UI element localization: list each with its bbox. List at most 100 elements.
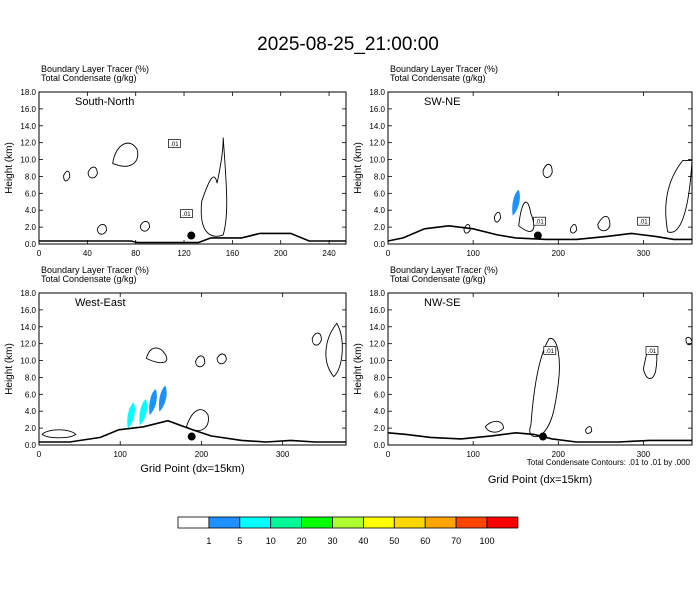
contour-label-box [637, 216, 650, 226]
contour-label-box [543, 346, 557, 355]
y-tick-label: 2.0 [25, 223, 37, 232]
condensate-contour [112, 142, 139, 167]
y-tick-label: 0.0 [374, 240, 386, 249]
center-point-marker [533, 231, 542, 240]
condensate-contour [63, 170, 71, 182]
contour-label-box [168, 139, 181, 148]
y-tick-label: 8.0 [25, 373, 37, 382]
center-point-marker [538, 432, 547, 441]
y-tick-label: 14.0 [20, 323, 36, 332]
y-tick-label: 16.0 [369, 105, 385, 114]
x-axis-label: Grid Point (dx=15km) [140, 463, 244, 475]
x-tick-label: 0 [386, 450, 391, 459]
condensate-contour [493, 211, 501, 223]
terrain-line [39, 232, 346, 244]
panel-header-line2: Total Condensate (g/kg) [390, 73, 486, 83]
y-tick-label: 10.0 [20, 357, 36, 366]
contour-label-box [645, 346, 659, 355]
plot-frame [38, 91, 347, 245]
condensate-contour [529, 338, 560, 438]
panel-header-line2: Total Condensate (g/kg) [390, 274, 486, 284]
y-tick-label: 2.0 [25, 424, 37, 433]
y-axis-label: Height (km) [4, 142, 15, 194]
colorbar-swatch [177, 516, 210, 529]
x-tick-label: 80 [131, 249, 140, 258]
x-tick-label: 200 [552, 450, 566, 459]
colorbar-swatch [393, 516, 426, 529]
condensate-contour [216, 353, 227, 365]
contour-label-box [180, 209, 193, 218]
y-tick-label: 16.0 [20, 306, 36, 315]
condensate-contour [597, 216, 611, 232]
y-tick-label: 8.0 [374, 172, 386, 181]
y-tick-label: 12.0 [20, 139, 36, 148]
x-tick-label: 160 [226, 249, 240, 258]
figure-title: 2025-08-25_21:00:00 [257, 34, 439, 55]
section-label: NW-SE [424, 297, 460, 309]
x-tick-label: 200 [274, 249, 288, 258]
colorbar-swatch [208, 516, 241, 529]
y-tick-label: 18.0 [369, 88, 385, 97]
y-tick-label: 2.0 [374, 424, 386, 433]
colorbar-label: 1 [206, 536, 211, 546]
x-tick-label: 0 [37, 249, 42, 258]
colorbar-label: 30 [327, 536, 337, 546]
colorbar-swatch [362, 516, 395, 529]
y-tick-label: 0.0 [374, 441, 386, 450]
y-tick-label: 18.0 [20, 289, 36, 298]
contour-label: .01 [170, 142, 179, 148]
condensate-contour [145, 347, 168, 364]
section-label: South-North [75, 96, 134, 108]
colorbar: 1 5 10 20 30 40 50 60 70 100 [177, 516, 519, 546]
x-tick-label: 100 [466, 450, 480, 459]
condensate-contour [195, 355, 206, 368]
plot-frame [38, 292, 347, 446]
x-tick-label: 300 [276, 450, 290, 459]
y-tick-label: 6.0 [374, 189, 386, 198]
terrain-line [387, 224, 692, 242]
x-tick-label: 100 [466, 249, 480, 258]
y-tick-label: 18.0 [369, 289, 385, 298]
colorbar-label: 40 [358, 536, 368, 546]
y-tick-label: 0.0 [25, 240, 37, 249]
condensate-contour [96, 223, 107, 235]
y-tick-label: 12.0 [20, 340, 36, 349]
y-tick-label: 4.0 [374, 206, 386, 215]
condensate-contour [139, 220, 150, 232]
tracer-patch [512, 189, 520, 216]
condensate-contour [325, 322, 343, 378]
x-tick-label: 240 [322, 249, 336, 258]
colorbar-swatch [486, 516, 519, 529]
x-tick-label: 0 [386, 249, 391, 258]
y-tick-label: 6.0 [374, 390, 386, 399]
section-label: West-East [75, 297, 126, 309]
panel-1: Boundary Layer Tracer (%)Total Condensat… [4, 64, 347, 258]
y-axis-label: Height (km) [353, 142, 364, 194]
panel-header-line2: Total Condensate (g/kg) [41, 73, 137, 83]
colorbar-label: 10 [266, 536, 276, 546]
condensate-contour [542, 163, 553, 178]
plot-frame [387, 292, 693, 446]
y-tick-label: 14.0 [369, 323, 385, 332]
y-tick-label: 12.0 [369, 139, 385, 148]
colorbar-label: 100 [479, 536, 494, 546]
contour-label: .01 [535, 220, 544, 226]
panel-header-line1: Boundary Layer Tracer (%) [390, 265, 498, 275]
panel-header-line2: Total Condensate (g/kg) [41, 274, 137, 284]
y-tick-label: 10.0 [20, 156, 36, 165]
colorbar-label: 60 [420, 536, 430, 546]
y-tick-label: 12.0 [369, 340, 385, 349]
condensate-contour [200, 137, 228, 237]
y-tick-label: 4.0 [25, 407, 37, 416]
x-tick-label: 200 [552, 249, 566, 258]
condensate-contour [87, 166, 98, 179]
tracer-patch [158, 385, 167, 412]
condensate-contour [311, 332, 322, 346]
panel-header-line1: Boundary Layer Tracer (%) [41, 64, 149, 74]
contour-label: .01 [182, 212, 191, 218]
plot-frame [387, 91, 693, 245]
y-tick-label: 10.0 [369, 156, 385, 165]
contour-label: .01 [546, 349, 555, 355]
colorbar-label: 5 [237, 536, 242, 546]
section-label: SW-NE [424, 96, 460, 108]
